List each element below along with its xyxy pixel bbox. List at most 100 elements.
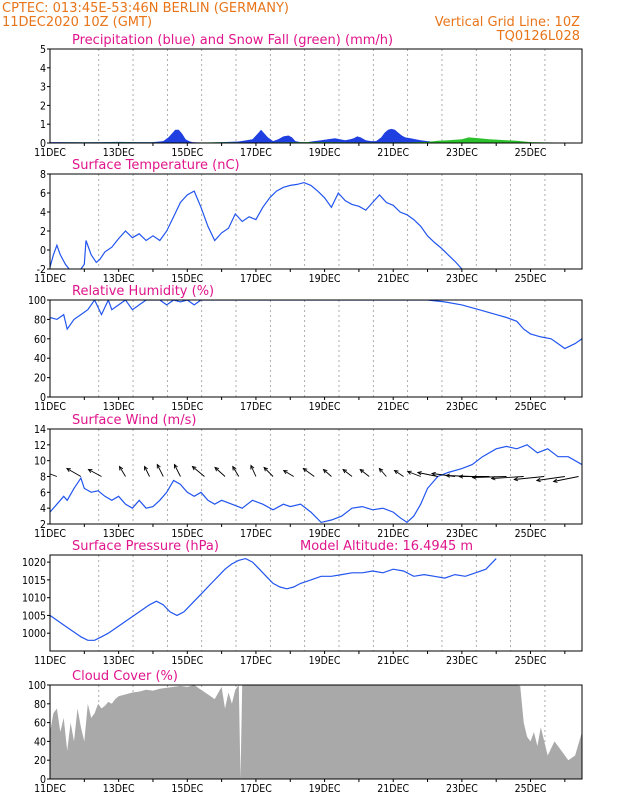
cloud-area: [50, 685, 582, 779]
wind-arrow-shaft: [359, 469, 370, 477]
pres-xtick-label: 21DEC: [377, 655, 409, 667]
rh-line: [50, 300, 582, 350]
wind-arrow-head: [250, 464, 255, 470]
precip-xtick-label: 21DEC: [377, 147, 409, 159]
precip-title: Precipitation (blue) and Snow Fall (gree…: [72, 33, 393, 48]
wind-arrow-head: [173, 463, 178, 469]
wind-arrow-head: [342, 468, 348, 474]
wind-arrow-shaft: [491, 476, 524, 479]
cloud-frame: [49, 684, 583, 780]
wind-title: Surface Wind (m/s): [72, 413, 196, 428]
wind-arrow-head: [535, 477, 541, 483]
rh-ytick-label: 60: [34, 334, 46, 346]
wind-panel: Surface Wind (m/s) 2 4 6 8 10 12 14 11DEC 13DEC 15…: [34, 413, 583, 540]
wind-xtick-label: 21DEC: [377, 528, 409, 540]
pres-panel: Surface Pressure (hPa) Model Altitude: 16…: [22, 539, 583, 667]
pres-ytick-label: 1005: [22, 610, 46, 622]
precip-xtick-label: 25DEC: [515, 147, 547, 159]
wind-arrow-head: [378, 467, 384, 473]
wind-arrow-head: [471, 475, 477, 480]
pres-frame: [49, 554, 583, 652]
wind-arrow-shaft: [472, 476, 507, 478]
wind-arrow-shaft: [407, 471, 421, 477]
wind-data: [50, 444, 582, 524]
temp-panel: Surface Temperature (nC) -2 0 2 4 6 8 11DEC 13DE…: [34, 158, 583, 285]
wind-arrow-head: [430, 471, 436, 477]
wind-arrow-shaft: [156, 464, 164, 477]
precip-series-rain: [50, 128, 582, 143]
wind-arrow-shaft: [342, 469, 353, 477]
cloud-ytick-label: 60: [34, 718, 46, 730]
precip-ytick-label: 0: [40, 138, 46, 150]
wind-arrow-shaft: [144, 466, 150, 477]
wind-arrow-shaft: [214, 467, 226, 477]
cloud-xtick-label: 21DEC: [377, 783, 409, 795]
cloud-xtick-label: 13DEC: [103, 783, 135, 795]
pres-xtick-label: 17DEC: [240, 655, 272, 667]
wind-arrow-head: [87, 469, 93, 474]
pres-ytick-label: 1000: [22, 628, 46, 640]
cloud-xtick-label: 11DEC: [34, 783, 66, 795]
cloud-xtick-label: 25DEC: [515, 783, 547, 795]
wind-arrow-head: [552, 478, 558, 483]
rh-xtick-label: 21DEC: [377, 401, 409, 413]
cloud-title: Cloud Cover (%): [72, 669, 178, 684]
pres-ytick-label: 1015: [22, 575, 46, 587]
cloud-xtick-label: 23DEC: [446, 783, 478, 795]
precip-ytick-label: 4: [40, 63, 46, 75]
cloud-ytick-label: 20: [34, 755, 46, 767]
precip-ytick-label: 5: [40, 44, 46, 56]
wind-arrow-head: [144, 465, 148, 471]
wind-arrow-shaft: [553, 476, 579, 482]
temp-xtick-label: 13DEC: [103, 273, 135, 285]
header-grid-line-note: Vertical Grid Line: 10Z: [435, 15, 580, 30]
rh-ytick-label: 20: [34, 373, 46, 385]
wind-arrow-head: [322, 468, 328, 474]
temp-xtick-label: 19DEC: [309, 273, 341, 285]
temp-ytick-label: 0: [40, 245, 46, 257]
wind-arrow-shaft: [263, 467, 274, 477]
wind-ytick-label: 10: [34, 456, 46, 468]
wind-arrow-shaft: [232, 466, 240, 477]
pres-title: Surface Pressure (hPa): [72, 539, 219, 554]
rh-xtick-label: 23DEC: [446, 401, 478, 413]
wind-arrow-head: [232, 465, 237, 471]
wind-xtick-label: 13DEC: [103, 528, 135, 540]
temp-xtick-label: 15DEC: [171, 273, 203, 285]
temp-xtick-label: 23DEC: [446, 273, 478, 285]
wind-arrow-head: [393, 469, 399, 475]
wind-xtick-label: 23DEC: [446, 528, 478, 540]
wind-arrow-shaft: [174, 464, 181, 477]
temp-ytick-label: 6: [40, 188, 46, 200]
pres-annotation: Model Altitude: 16.4945 m: [300, 539, 473, 554]
precip-ytick-label: 3: [40, 82, 46, 94]
wind-arrow-head: [191, 465, 197, 471]
pres-xtick-label: 11DEC: [34, 655, 66, 667]
rh-xtick-label: 19DEC: [309, 401, 341, 413]
temp-ytick-label: 2: [40, 226, 46, 238]
precip-xtick-label: 17DEC: [240, 147, 272, 159]
pres-xtick-label: 19DEC: [309, 655, 341, 667]
wind-arrow-shaft: [323, 469, 332, 477]
temp-frame: [49, 173, 583, 270]
wind-xtick-label: 25DEC: [515, 528, 547, 540]
temp-line: [50, 181, 463, 269]
wind-arrow-head: [458, 474, 464, 479]
wind-xtick-label: 19DEC: [309, 528, 341, 540]
header-location: CPTEC: 013:45E-53:46N BERLIN (GERMANY): [2, 1, 289, 16]
wind-arrow-head: [513, 477, 519, 482]
wind-arrow-shaft: [394, 470, 404, 477]
wind-ytick-label: 6: [40, 487, 46, 499]
wind-arrow-head: [263, 466, 269, 472]
temp-data: [50, 181, 463, 269]
temp-xtick-label: 25DEC: [515, 273, 547, 285]
pres-xtick-label: 15DEC: [171, 655, 203, 667]
pres-xtick-label: 13DEC: [103, 655, 135, 667]
rh-title: Relative Humidity (%): [72, 284, 214, 299]
precip-ytick-label: 1: [40, 119, 46, 131]
cloud-ytick-label: 40: [34, 736, 46, 748]
cloud-xtick-label: 19DEC: [309, 783, 341, 795]
wind-ytick-label: 4: [40, 503, 46, 515]
wind-arrow-head: [302, 467, 308, 473]
